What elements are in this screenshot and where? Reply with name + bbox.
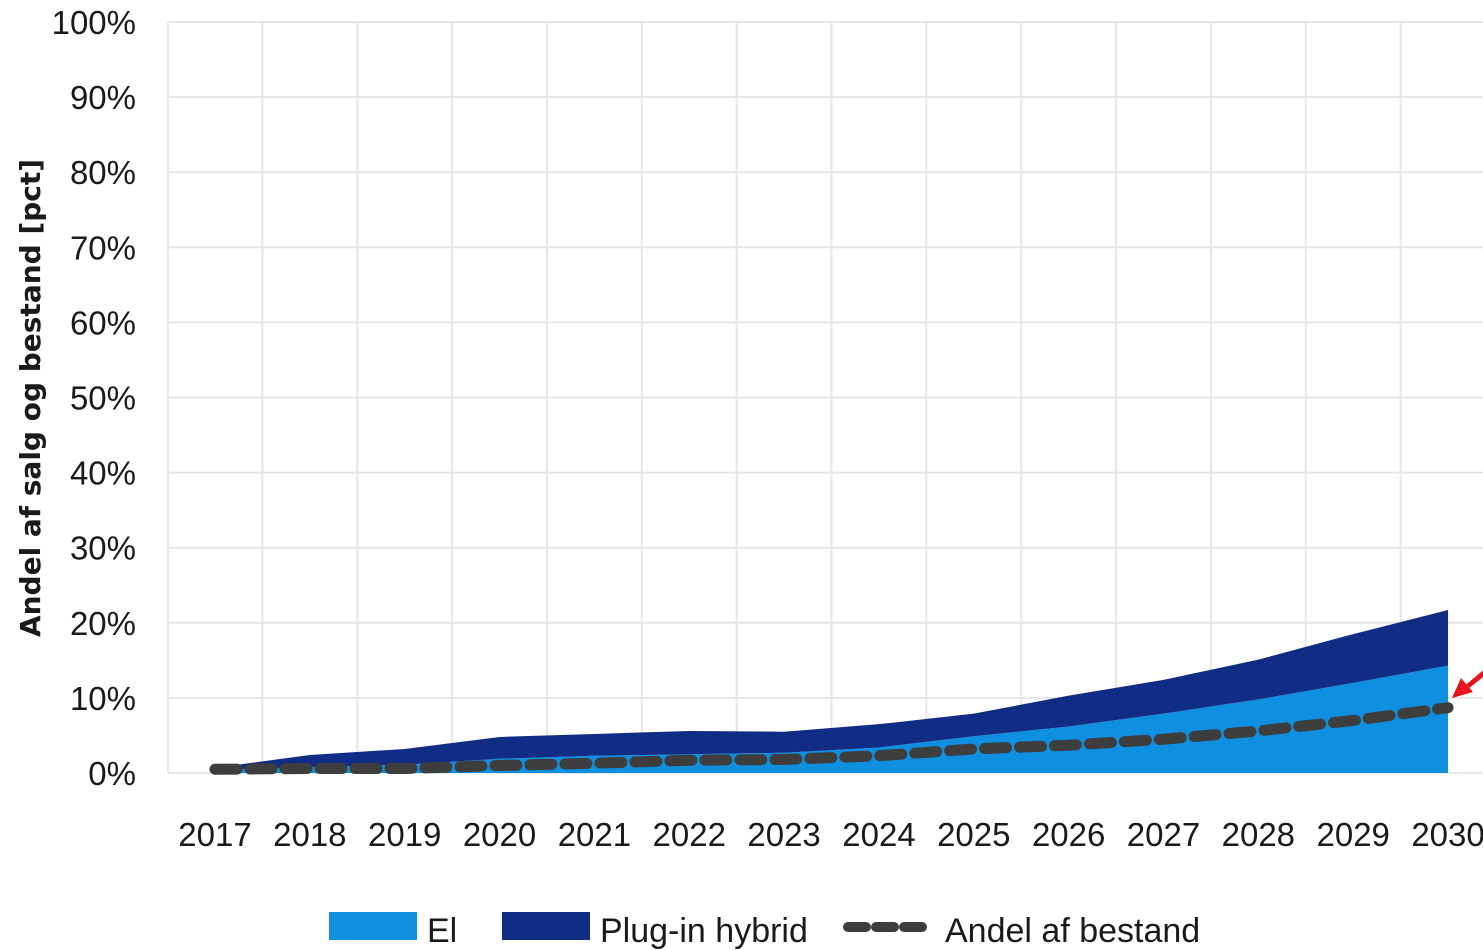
- x-tick-label: 2026: [1032, 816, 1105, 853]
- x-tick-label: 2019: [368, 816, 441, 853]
- x-tick-labels: 2017 2018 2019 2020 2021 2022 2023 2024 2025 2026…: [178, 816, 1483, 853]
- x-tick-label: 2022: [653, 816, 726, 853]
- arrow-head: [1452, 678, 1473, 698]
- x-tick-label: 2027: [1127, 816, 1200, 853]
- x-tick-label: 2023: [747, 816, 820, 853]
- legend-swatch-el: [329, 912, 417, 940]
- gridlines: [167, 21, 1483, 774]
- legend: El Plug-in hybrid Andel af bestand: [329, 912, 1200, 950]
- y-tick-label: 0%: [88, 755, 136, 792]
- y-tick-label: 100%: [52, 4, 136, 41]
- y-tick-label: 20%: [70, 605, 136, 642]
- legend-swatch-plug-in-hybrid: [502, 912, 590, 940]
- y-tick-label: 60%: [70, 304, 136, 341]
- x-tick-label: 2018: [273, 816, 346, 853]
- y-tick-label: 90%: [70, 79, 136, 116]
- y-tick-label: 40%: [70, 455, 136, 492]
- x-tick-label: 2021: [558, 816, 631, 853]
- y-tick-labels: 0% 10% 20% 30% 40% 50% 60% 70% 80% 90% 100%: [52, 4, 136, 792]
- area-plug-in-hybrid: [215, 610, 1449, 770]
- y-tick-label: 30%: [70, 530, 136, 567]
- x-tick-label: 2020: [463, 816, 536, 853]
- x-tick-label: 2030: [1411, 816, 1483, 853]
- y-tick-label: 10%: [70, 680, 136, 717]
- legend-label-el: El: [427, 912, 457, 950]
- arrow-shaft: [1466, 670, 1483, 688]
- y-axis-label: Andel af salg og bestand [pct]: [14, 159, 47, 637]
- x-tick-label: 2024: [842, 816, 915, 853]
- y-tick-label: 50%: [70, 380, 136, 417]
- annotation-arrow: [1452, 670, 1483, 698]
- x-tick-label: 2029: [1316, 816, 1389, 853]
- legend-label-plug-in-hybrid: Plug-in hybrid: [600, 912, 808, 950]
- y-tick-label: 80%: [70, 154, 136, 191]
- x-tick-label: 2028: [1222, 816, 1295, 853]
- legend-label-andel-af-bestand: Andel af bestand: [945, 912, 1200, 950]
- x-tick-label: 2025: [937, 816, 1010, 853]
- x-tick-label: 2017: [178, 816, 251, 853]
- line-andel-af-bestand: [209, 702, 1454, 775]
- line-series: [209, 702, 1454, 775]
- y-tick-label: 70%: [70, 229, 136, 266]
